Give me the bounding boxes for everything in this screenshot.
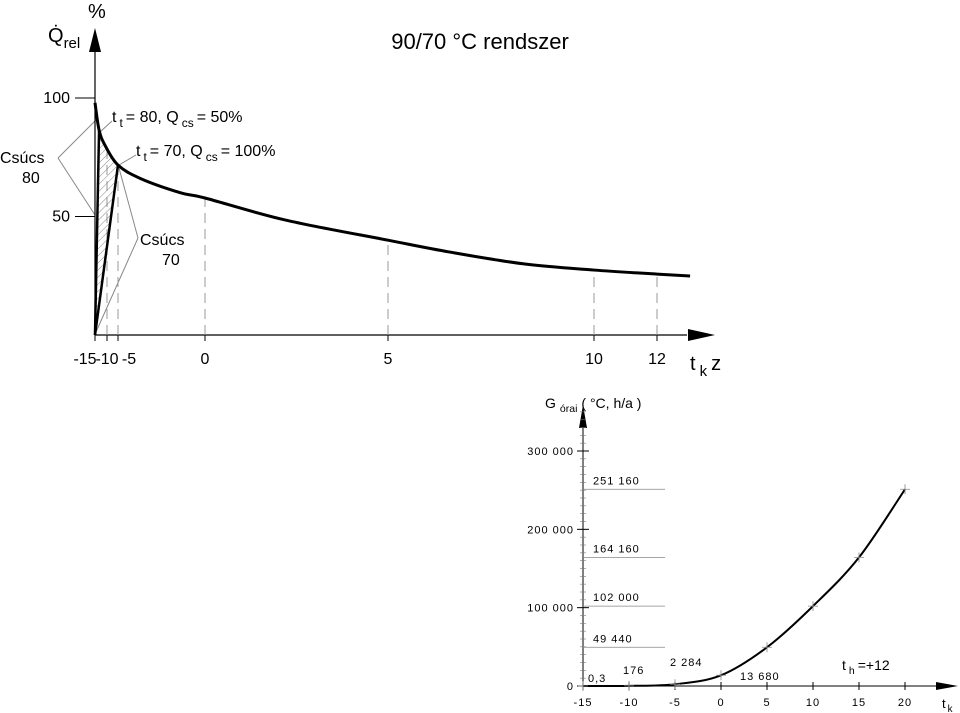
annotation-part: t	[112, 109, 117, 126]
annotation-part: =+12	[858, 657, 890, 673]
y-axis-label-part: órai	[560, 403, 578, 415]
y-tick-label: 100	[43, 90, 70, 107]
y-unit: %	[88, 1, 106, 23]
annotation-part: t	[842, 657, 846, 673]
x-tick-label: 5	[763, 697, 770, 709]
x-axis-label-part: t	[942, 696, 946, 711]
x-axis-arrow	[688, 329, 715, 341]
chart-title: 90/70 °C rendszer	[391, 29, 569, 54]
point-marker	[578, 681, 588, 691]
value-label: 49 440	[593, 633, 633, 645]
line-series	[93, 164, 120, 336]
annotation-part: t	[136, 143, 141, 160]
annotation-part: t	[143, 150, 147, 164]
leader-lines	[57, 119, 139, 333]
value-label: 102 000	[593, 592, 640, 604]
y-axis-label-part: rel	[64, 35, 81, 52]
value-label: 13 680	[740, 671, 780, 683]
x-tick-label: 15	[852, 697, 866, 709]
point-marker	[624, 680, 634, 691]
point-marker	[854, 552, 864, 563]
y-tick-label: 200 000	[527, 524, 574, 536]
annotation: 80	[22, 170, 40, 187]
x-tick-label: -5	[669, 697, 681, 709]
x-tick-label: 10	[585, 351, 603, 368]
annotation-part: t	[119, 116, 123, 130]
y-tick-label: 100 000	[527, 603, 574, 615]
y-axis-label-part: ( °C, h/a )	[581, 395, 641, 411]
y-tick-label: 50	[52, 209, 70, 226]
line-series	[93, 102, 691, 278]
annotation-part: cs	[206, 150, 218, 164]
annotation: Csúcs	[0, 150, 44, 167]
x-tick-label: 5	[384, 351, 393, 368]
x-tick-label: 12	[648, 351, 666, 368]
point-marker	[716, 670, 726, 681]
x-tick-label: -10	[95, 351, 118, 368]
annotation: t h =+12	[842, 657, 890, 677]
y-tick-label: 300 000	[527, 446, 574, 458]
x-axis-label-part: k	[700, 363, 708, 380]
x-axis-label-part: t	[690, 353, 696, 375]
y-axis-arrow	[89, 28, 101, 52]
value-label: 251 160	[593, 475, 640, 487]
annotation-part: = 70, Q	[150, 143, 203, 160]
y-axis-label-part: Q̇	[48, 25, 64, 47]
x-tick-label: 0	[201, 351, 210, 368]
annotation-part: = 80, Q	[126, 109, 179, 126]
line-series	[93, 129, 101, 336]
annotation: Csúcs	[140, 232, 184, 249]
annotation: 70	[162, 252, 180, 269]
y-tick-label: 0	[567, 681, 574, 693]
x-axis-label-part: z	[711, 353, 721, 375]
y-axis-label: Q̇rel	[48, 25, 80, 52]
value-label: 2 284	[670, 657, 703, 669]
value-label: 164 160	[593, 543, 640, 555]
annotation-part: = 50%	[197, 109, 243, 126]
point-marker	[808, 601, 818, 612]
x-axis-label-part: k	[948, 704, 953, 713]
value-label: 0,3	[588, 673, 606, 685]
x-tick-label: 0	[717, 697, 724, 709]
value-label: 176	[623, 665, 644, 677]
y-axis-arrow	[579, 405, 587, 428]
y-axis-label-part: G	[545, 395, 556, 411]
x-tick-label: 10	[806, 697, 820, 709]
x-tick-label: -15	[73, 351, 96, 368]
annotation-part: = 100%	[221, 143, 276, 160]
line-series	[582, 488, 906, 688]
annotation-part: h	[849, 665, 855, 677]
annotation-part: cs	[182, 116, 194, 130]
point-marker	[762, 642, 772, 653]
x-tick-label: -15	[574, 697, 593, 709]
x-axis-arrow	[936, 682, 958, 690]
x-tick-label: 20	[898, 697, 912, 709]
point-marker	[900, 484, 910, 495]
x-tick-label: -10	[620, 697, 639, 709]
point-marker	[670, 679, 680, 690]
x-tick-label: -5	[122, 351, 136, 368]
